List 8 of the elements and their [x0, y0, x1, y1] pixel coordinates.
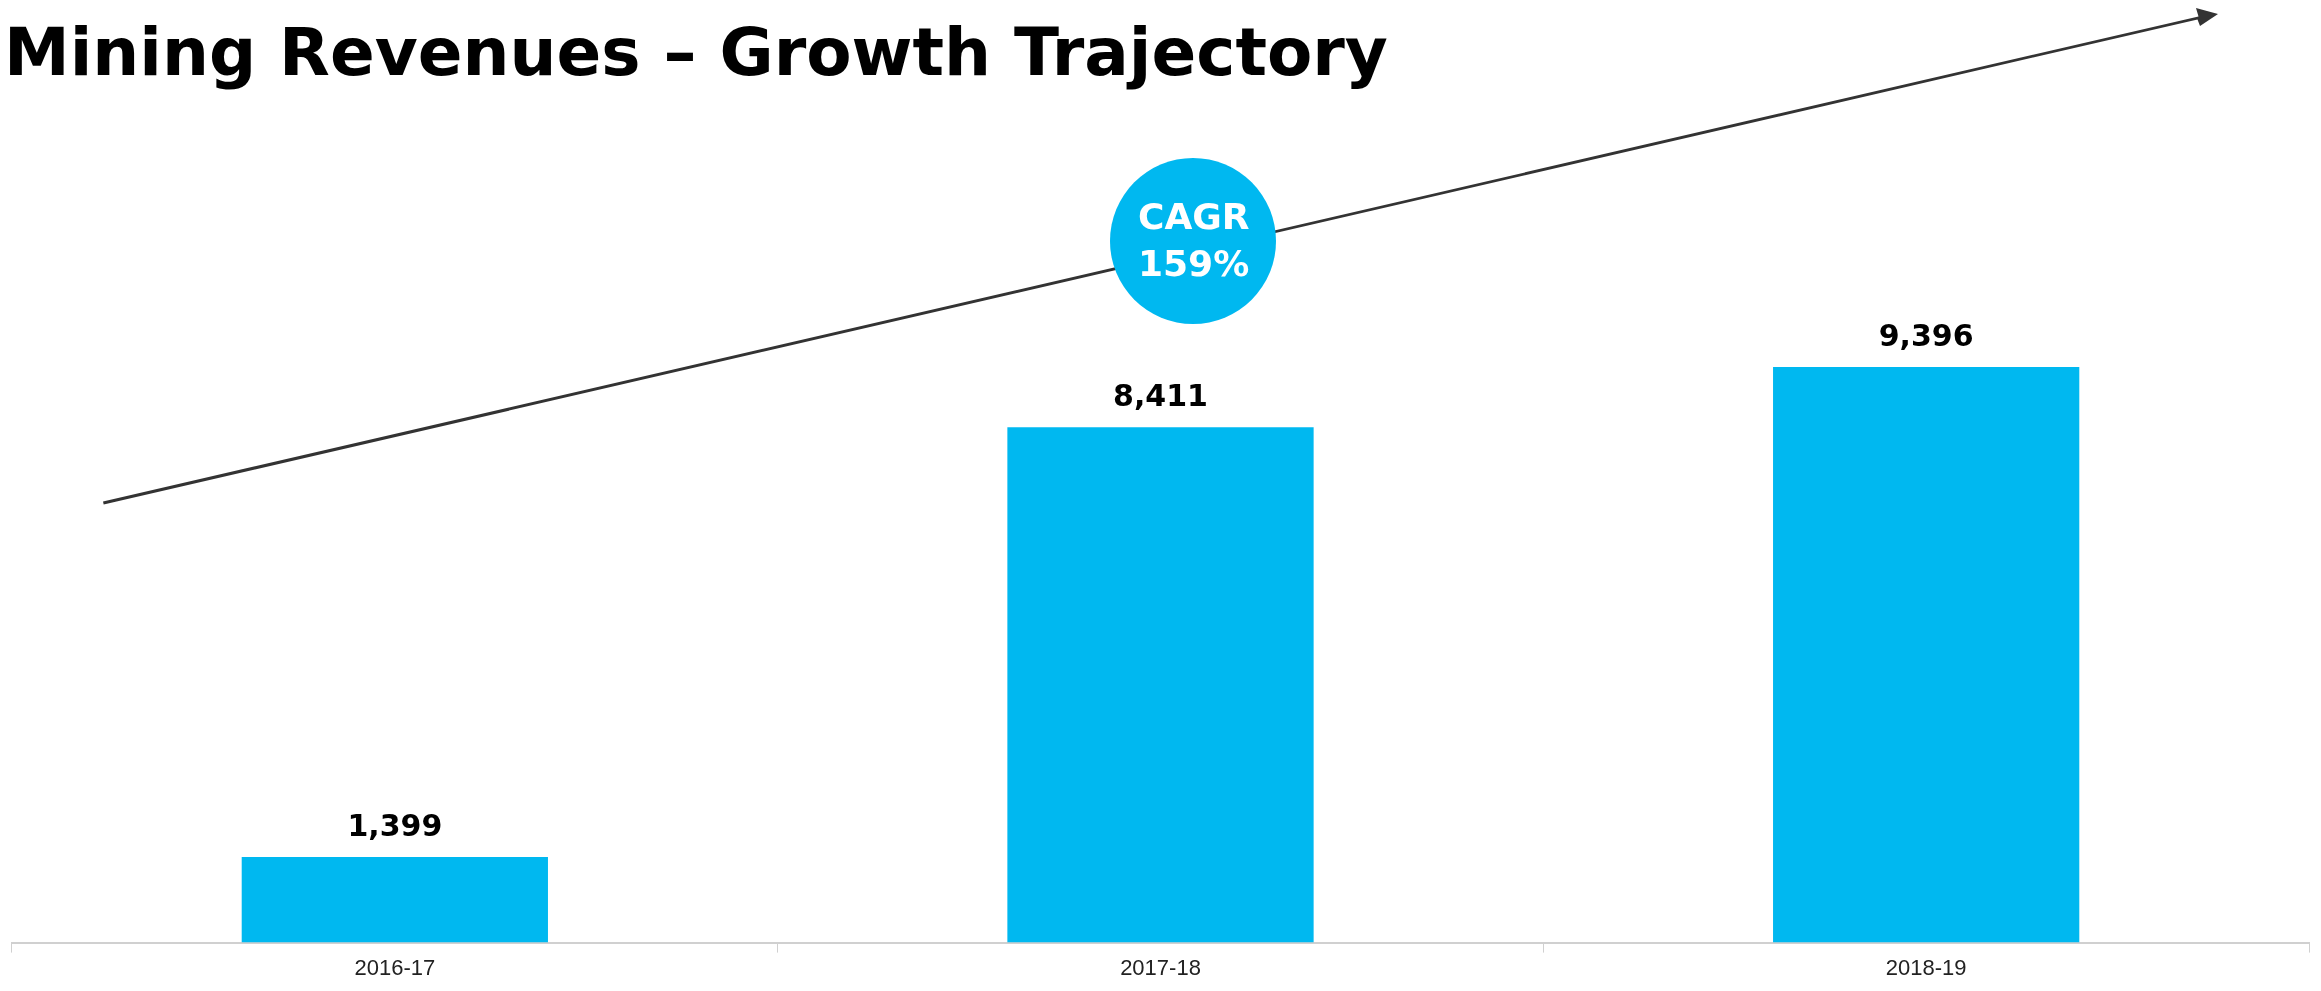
data-label: 1,399 [347, 807, 443, 843]
x-tick-label: 2016-17 [354, 954, 436, 980]
circle-badge: CAGR 159% [1110, 158, 1276, 324]
chart-title: Mining Revenues – Growth Trajectory [4, 14, 1388, 91]
x-tick-label: 2017-18 [1120, 954, 1201, 980]
x-tick-label: 2018-19 [1885, 954, 1967, 980]
data-label: 9,396 [1878, 317, 1974, 353]
data-label: 8,411 [1113, 378, 1208, 414]
